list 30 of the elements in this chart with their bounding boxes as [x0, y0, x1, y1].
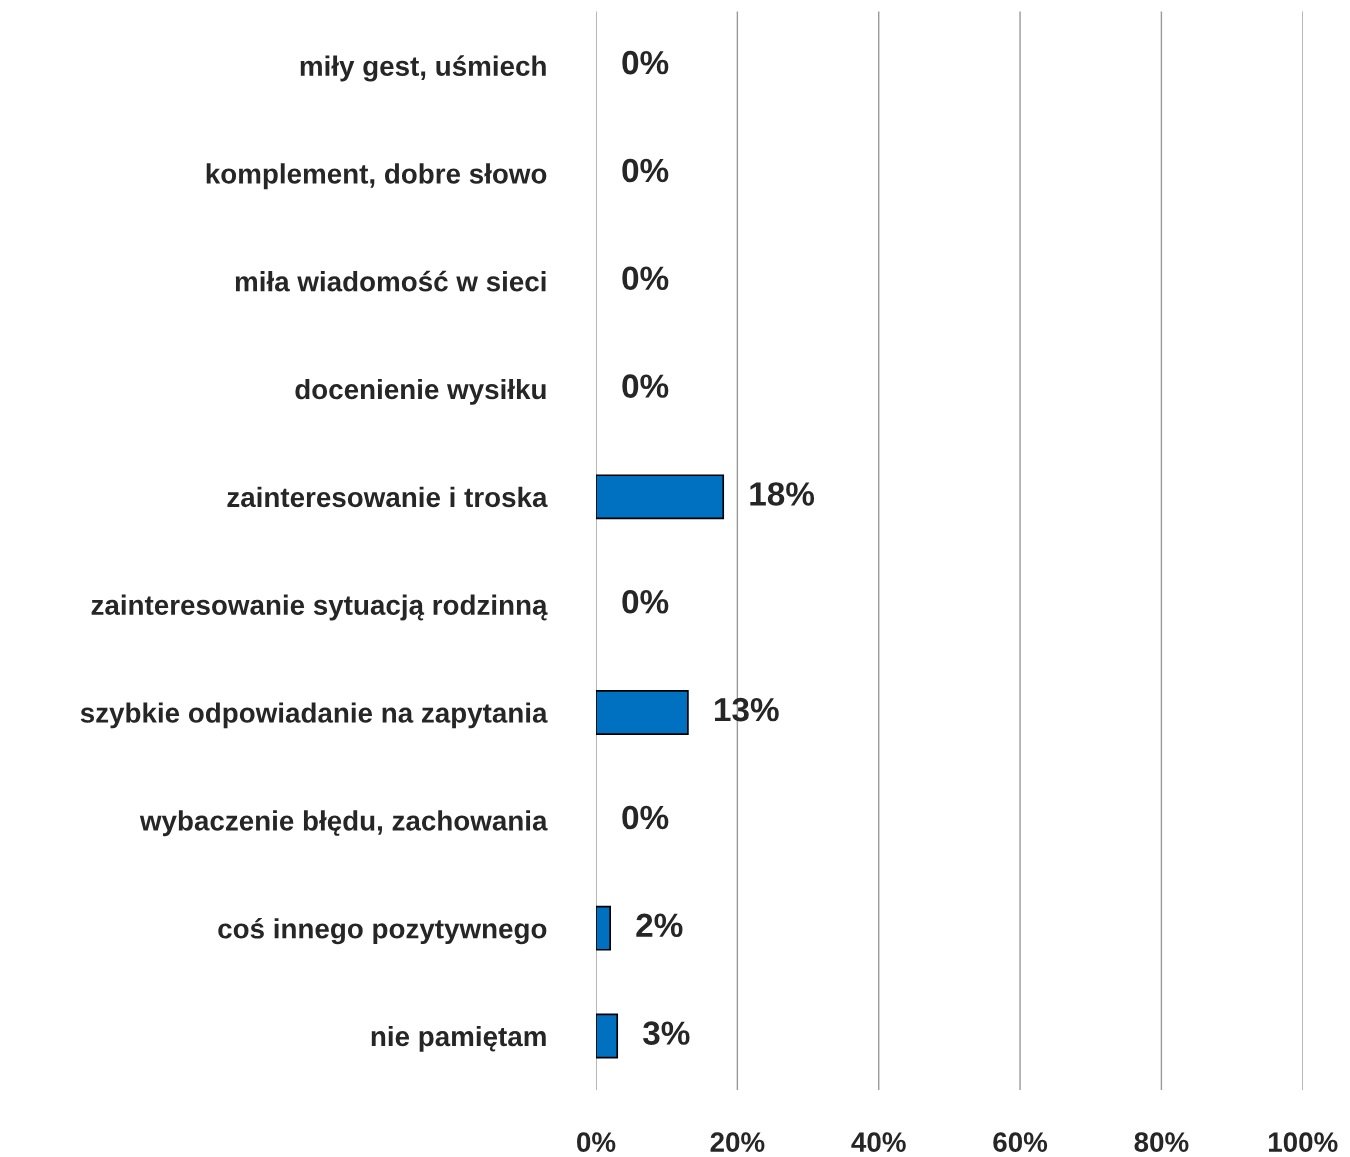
x-tick-label: 20%: [710, 1132, 765, 1152]
data-label: 3%: [642, 1021, 690, 1045]
x-tick-label: 80%: [1134, 1132, 1189, 1152]
bar: [596, 1013, 619, 1059]
data-label: 0%: [622, 589, 669, 614]
data-label: 0%: [622, 50, 669, 75]
y-tick-label: zainteresowanie sytuacją rodzinną: [91, 594, 548, 621]
x-tick-label: 40%: [851, 1132, 906, 1152]
y-tick-label: zainteresowanie i troska: [227, 486, 548, 508]
data-label: 13%: [715, 697, 779, 722]
y-tick-label: wybaczenie błędu, zachowania: [139, 810, 548, 837]
x-tick-label: 60%: [993, 1132, 1048, 1152]
data-label: 18%: [750, 482, 815, 506]
y-tick-label: miła wiadomość w sieci: [235, 270, 546, 292]
bar: [596, 905, 611, 951]
data-label: 0%: [622, 374, 669, 398]
bar: [596, 690, 689, 735]
x-tick-label: 100%: [1268, 1132, 1338, 1152]
x-tick-label: 0%: [577, 1132, 616, 1152]
data-label: 2%: [636, 913, 683, 938]
y-tick-label: nie pamiętam: [371, 1025, 546, 1052]
bar: [596, 474, 725, 520]
data-label: 0%: [622, 266, 669, 291]
y-tick-label: coś innego pozytywnego: [218, 917, 547, 945]
data-label: 0%: [622, 805, 669, 830]
y-tick-label: miły gest, uśmiech: [300, 55, 546, 82]
y-tick-label: docenienie wysiłku: [295, 378, 546, 405]
y-tick-label: komplement, dobre słowo: [206, 163, 547, 190]
y-tick-label: szybkie odpowiadanie na zapytania: [80, 702, 548, 729]
data-label: 0%: [622, 158, 669, 183]
